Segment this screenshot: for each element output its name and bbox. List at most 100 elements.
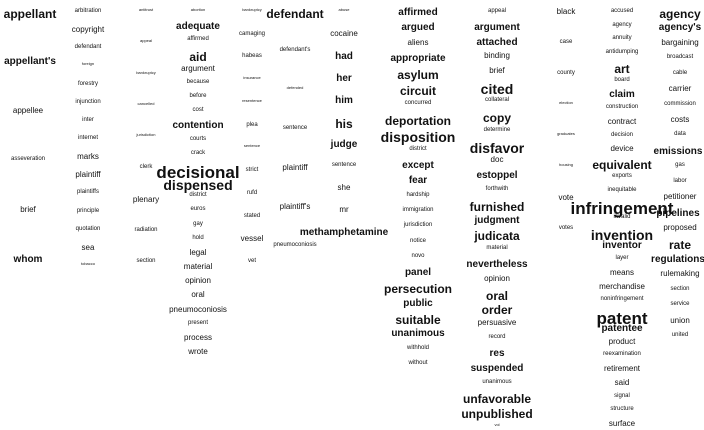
cloud-word: cost (192, 107, 204, 113)
cloud-word: plenary (132, 195, 160, 204)
cloud-word: abuse (338, 7, 350, 12)
cloud-word: appropriate (390, 53, 446, 64)
cloud-word: cited (480, 81, 514, 97)
cloud-word: nevertheless (466, 259, 528, 270)
cloud-word: strict (245, 167, 259, 173)
cloud-word: commission (664, 101, 696, 107)
cloud-word: county (557, 70, 575, 76)
cloud-word: stated (243, 213, 261, 219)
cloud-word: marks (77, 152, 99, 161)
cloud-word: agency (659, 7, 701, 21)
cloud-word: injunction (75, 99, 101, 105)
cloud-word: deportation (385, 114, 451, 128)
cloud-word: broadcast (666, 54, 694, 60)
cloud-word: sentence (282, 125, 308, 131)
cloud-word: asylum (397, 68, 439, 82)
cloud-word: agency's (658, 22, 702, 33)
cloud-word: section (136, 258, 156, 264)
cloud-word: product (608, 337, 636, 346)
cloud-word: plaintiff (282, 163, 308, 172)
cloud-word: art (614, 62, 630, 76)
cloud-word: merchandise (599, 282, 645, 291)
cloud-word: tobacco (80, 261, 96, 266)
cloud-word: clerk (139, 164, 153, 170)
cloud-word: unanimous (391, 328, 445, 339)
cloud-word: forestry (77, 81, 99, 87)
cloud-word: habeas (242, 53, 262, 59)
cloud-word: crack (190, 150, 206, 156)
cloud-word: dispensed (163, 177, 233, 193)
cloud-word: inventor (602, 240, 642, 251)
cloud-word: sea (81, 243, 95, 252)
cloud-word: device (610, 144, 634, 153)
cloud-word: union (670, 316, 690, 325)
cloud-word: cancelled (137, 101, 155, 106)
cloud-word: rufd (246, 190, 258, 196)
cloud-word: courts (189, 136, 207, 142)
cloud-word: had (335, 51, 353, 62)
cloud-word: votes (558, 225, 574, 231)
cloud-word: attached (476, 37, 518, 48)
cloud-word: decision (610, 132, 634, 138)
cloud-word: whom (13, 254, 43, 265)
cloud-word: forthwith (485, 186, 509, 192)
cloud-word: retirement (603, 364, 641, 373)
cloud-word: circuit (399, 84, 437, 98)
cloud-word: resentence (242, 98, 262, 103)
cloud-word: patent (596, 309, 648, 328)
cloud-word: election (559, 100, 573, 105)
cloud-word: pipelines (656, 208, 700, 219)
cloud-word: housing (558, 162, 574, 167)
cloud-word: without (408, 360, 428, 366)
cloud-word: vol (494, 422, 500, 427)
cloud-word: insurance (243, 75, 261, 80)
cloud-word: radiation (134, 227, 158, 233)
cloud-word: board (614, 77, 630, 83)
cloud-word: binding (484, 51, 510, 60)
cloud-word: regulations (651, 254, 704, 265)
cloud-word: immigration (402, 207, 434, 213)
cloud-word: wrote (188, 347, 208, 356)
cloud-word: gas (675, 162, 685, 168)
cloud-word: argument (474, 22, 520, 33)
cloud-word: adequate (176, 21, 220, 32)
cloud-word: layer (615, 255, 629, 261)
cloud-word: disposition (380, 129, 456, 145)
cloud-word: decisional (156, 163, 240, 182)
cloud-word: signal (614, 393, 630, 399)
cloud-word: copyright (71, 25, 105, 34)
cloud-word: principle (76, 208, 100, 214)
cloud-word: pneumoconiosis (273, 242, 317, 248)
cloud-word: persuasive (477, 318, 517, 327)
cloud-word: quotation (75, 226, 101, 232)
cloud-word: disfavor (469, 140, 525, 156)
cloud-word: labor (673, 178, 687, 184)
cloud-word: vote (558, 193, 574, 202)
cloud-word: estoppel (476, 170, 518, 181)
cloud-word: sentence (243, 143, 261, 148)
cloud-word: appellee (12, 106, 44, 115)
cloud-word: defendant (266, 7, 324, 21)
cloud-word: vessel (240, 234, 264, 243)
cloud-word: concurred (404, 100, 432, 106)
cloud-word: jurisdiction (403, 222, 433, 228)
cloud-word: public (403, 298, 433, 309)
cloud-word: service (670, 301, 690, 307)
cloud-word: inter (82, 117, 94, 123)
cloud-word: brief (489, 66, 505, 75)
cloud-word: except (402, 160, 434, 171)
cloud-word: doc (490, 155, 504, 164)
cloud-word: persecution (383, 282, 453, 296)
cloud-word: sentence (331, 162, 357, 168)
cloud-word: contention (172, 120, 224, 131)
cloud-word: black (556, 7, 576, 16)
cloud-word: legal (189, 248, 207, 257)
cloud-word: accused (610, 8, 634, 14)
cloud-word: withhold (406, 345, 430, 351)
cloud-word: noninfringement (600, 296, 644, 302)
cloud-word: rate (668, 238, 692, 252)
cloud-word: means (609, 268, 635, 277)
cloud-word: panel (404, 267, 432, 278)
cloud-word: aid (189, 50, 207, 64)
